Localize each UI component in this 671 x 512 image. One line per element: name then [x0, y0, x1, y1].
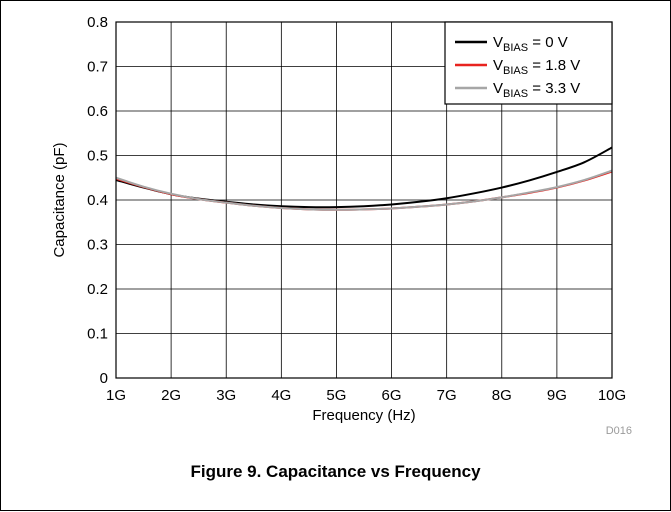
- x-tick-label: 9G: [547, 387, 567, 404]
- figure-caption: Figure 9. Capacitance vs Frequency: [190, 462, 481, 481]
- y-tick-labels: 0 0.1 0.2 0.3 0.4 0.5 0.6 0.7 0.8: [87, 14, 108, 387]
- y-tick-label: 0.2: [87, 281, 108, 298]
- x-tick-label: 5G: [326, 387, 346, 404]
- top-rule: [0, 0, 671, 1]
- y-axis-title: Capacitance (pF): [51, 142, 68, 257]
- x-tick-labels: 1G 2G 3G 4G 5G 6G 7G 8G 9G 10G: [106, 387, 626, 404]
- legend: VBIAS = 0 V VBIAS = 1.8 V VBIAS = 3.3 V: [444, 21, 613, 105]
- legend-label-0: VBIAS = 0 V: [493, 34, 568, 54]
- x-tick-label: 1G: [106, 387, 126, 404]
- plot-border: [115, 21, 613, 379]
- y-tick-label: 0: [100, 370, 108, 387]
- x-axis-title: Frequency (Hz): [312, 407, 415, 424]
- y-tick-label: 0.3: [87, 237, 108, 254]
- y-tick-label: 0.7: [87, 59, 108, 76]
- y-tick-label: 0.4: [87, 192, 108, 209]
- x-tick-label: 2G: [161, 387, 181, 404]
- legend-box: [444, 21, 613, 105]
- doc-code: D016: [606, 425, 632, 437]
- x-tick-label: 10G: [598, 387, 626, 404]
- series-line-2: [115, 169, 613, 211]
- legend-label-2: VBIAS = 3.3 V: [493, 80, 580, 100]
- y-tick-label: 0.8: [87, 14, 108, 31]
- x-tick-label: 4G: [271, 387, 291, 404]
- y-tick-label: 0.6: [87, 103, 108, 120]
- y-tick-label: 0.1: [87, 326, 108, 343]
- y-tick-label: 0.5: [87, 148, 108, 165]
- series-layer: [115, 146, 613, 211]
- x-tick-label: 6G: [382, 387, 402, 404]
- legend-label-1: VBIAS = 1.8 V: [493, 57, 580, 77]
- x-tick-label: 3G: [216, 387, 236, 404]
- x-tick-label: 7G: [437, 387, 457, 404]
- x-tick-label: 8G: [492, 387, 512, 404]
